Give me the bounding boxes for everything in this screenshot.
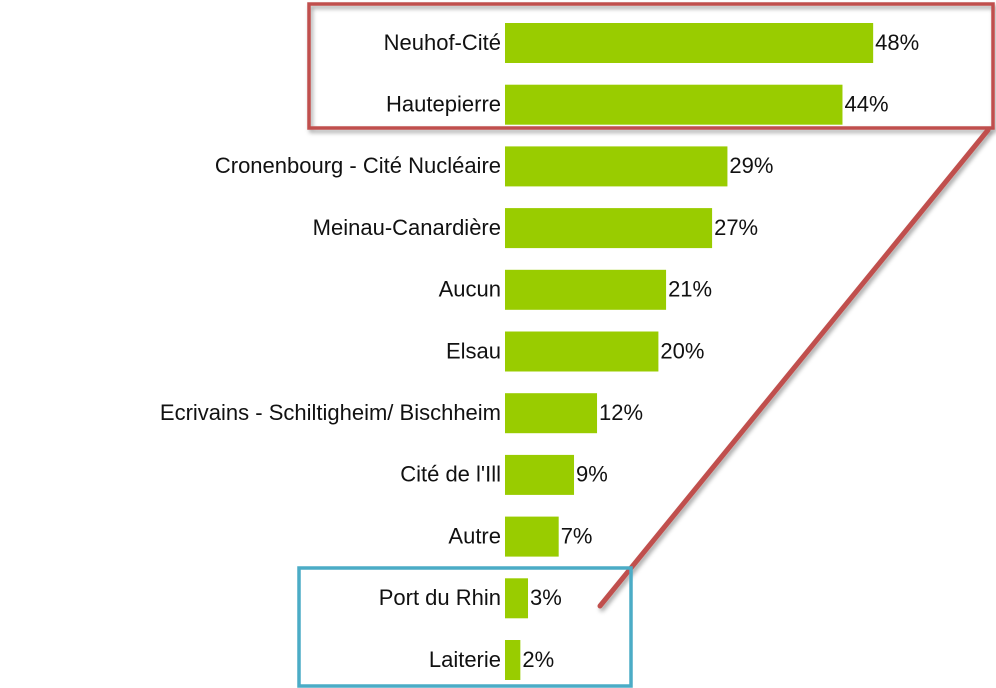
bar bbox=[505, 393, 598, 434]
category-label: Neuhof-Cité bbox=[384, 30, 501, 55]
bar bbox=[505, 146, 728, 187]
value-label: 9% bbox=[576, 462, 608, 487]
bar bbox=[505, 23, 874, 63]
value-label: 44% bbox=[844, 92, 888, 117]
bar bbox=[505, 269, 667, 310]
value-label: 20% bbox=[660, 338, 704, 363]
category-label: Ecrivains - Schiltigheim/ Bischheim bbox=[160, 400, 501, 425]
bars: Neuhof-Cité 48% Hautepierre 44% Cronenbourg … bbox=[160, 23, 919, 680]
bar bbox=[505, 640, 521, 680]
value-label: 27% bbox=[714, 215, 758, 240]
value-label: 3% bbox=[530, 585, 562, 610]
category-label: Meinau-Canardière bbox=[313, 215, 501, 240]
highlight-box-bottom bbox=[297, 566, 633, 688]
category-label: Cronenbourg - Cité Nucléaire bbox=[215, 153, 501, 178]
highlight-box-top bbox=[307, 2, 995, 130]
bar bbox=[505, 578, 529, 619]
value-label: 2% bbox=[522, 647, 554, 672]
category-label: Aucun bbox=[439, 277, 501, 302]
category-label: Elsau bbox=[446, 338, 501, 363]
category-label: Laiterie bbox=[429, 647, 501, 672]
value-label: 48% bbox=[875, 30, 919, 55]
category-label: Autre bbox=[448, 523, 501, 548]
value-label: 21% bbox=[668, 277, 712, 302]
bar bbox=[505, 208, 713, 249]
category-label: Cité de l'Ill bbox=[400, 462, 501, 487]
category-label: Hautepierre bbox=[386, 92, 501, 117]
category-label: Port du Rhin bbox=[379, 585, 501, 610]
value-label: 29% bbox=[729, 153, 773, 178]
value-label: 7% bbox=[561, 523, 593, 548]
bar bbox=[505, 84, 843, 125]
bar bbox=[505, 331, 659, 372]
connector-line bbox=[597, 127, 991, 609]
value-label: 12% bbox=[599, 400, 643, 425]
bar bbox=[505, 454, 575, 495]
bar bbox=[505, 516, 559, 557]
